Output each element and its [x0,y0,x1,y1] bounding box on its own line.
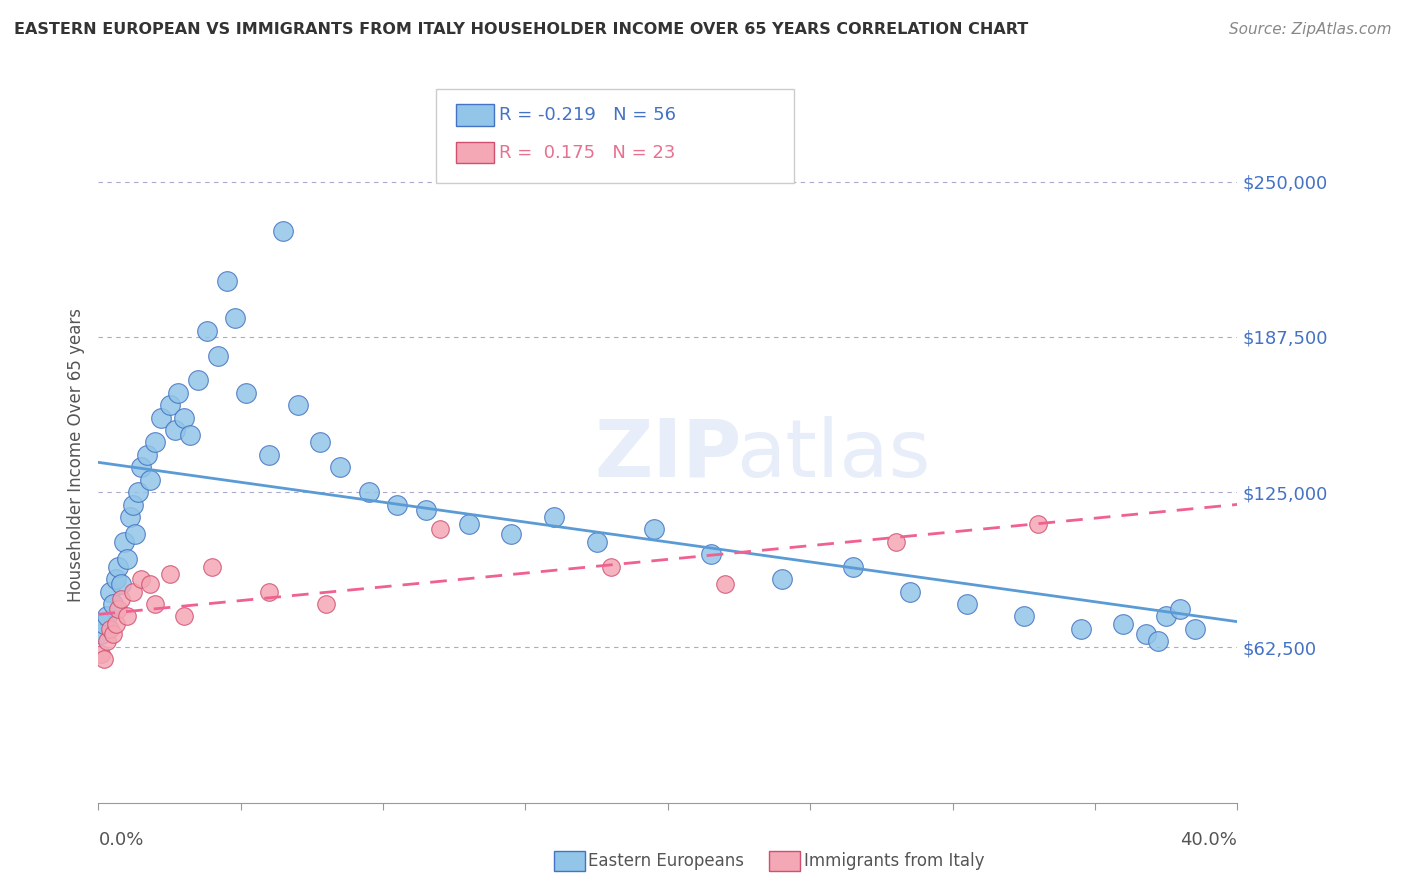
Point [273,224,295,238]
Point [138,473,160,487]
Point [898,584,921,599]
Point [110,577,132,591]
Point [1184,622,1206,636]
Point [387,498,409,512]
Point [129,572,152,586]
Point [115,552,138,566]
Point [201,559,224,574]
Point [884,534,907,549]
Point [135,448,157,462]
Point [173,609,195,624]
Point [714,577,737,591]
Point [315,597,337,611]
Point [159,567,181,582]
Point [93,616,115,631]
Point [150,410,173,425]
Y-axis label: Householder Income Over 65 years: Householder Income Over 65 years [66,308,84,602]
Point [115,609,138,624]
Point [93,651,115,665]
Point [309,435,332,450]
Point [98,622,121,636]
Point [112,534,135,549]
Point [1146,634,1168,648]
Point [329,460,352,475]
Point [207,349,229,363]
Text: EASTERN EUROPEAN VS IMMIGRANTS FROM ITALY HOUSEHOLDER INCOME OVER 65 YEARS CORRE: EASTERN EUROPEAN VS IMMIGRANTS FROM ITAL… [14,22,1028,37]
Point [107,559,129,574]
Text: R = -0.219   N = 56: R = -0.219 N = 56 [499,106,676,124]
Point [138,577,160,591]
Point [127,485,149,500]
Point [1112,616,1135,631]
Point [1012,609,1035,624]
Point [543,510,565,524]
Point [90,647,112,661]
Point [124,527,146,541]
Point [101,627,124,641]
Text: 40.0%: 40.0% [1181,830,1237,848]
Text: 0.0%: 0.0% [98,830,143,848]
Point [173,410,195,425]
Point [159,398,181,412]
Point [1170,602,1192,616]
Point [1070,622,1092,636]
Text: Eastern Europeans: Eastern Europeans [588,852,744,870]
Point [235,385,257,400]
Text: Immigrants from Italy: Immigrants from Italy [804,852,984,870]
Point [104,616,127,631]
Point [287,398,309,412]
Point [167,385,190,400]
Point [90,627,112,641]
Point [643,523,665,537]
Point [585,534,607,549]
Point [195,324,218,338]
Point [104,572,127,586]
Text: Source: ZipAtlas.com: Source: ZipAtlas.com [1229,22,1392,37]
Point [215,274,238,288]
Point [956,597,979,611]
Point [165,423,187,437]
Point [121,584,143,599]
Point [98,584,121,599]
Point [501,527,523,541]
Point [1135,627,1157,641]
Point [457,517,479,532]
Point [699,547,721,561]
Point [1026,517,1049,532]
Text: R =  0.175   N = 23: R = 0.175 N = 23 [499,144,675,161]
Point [96,634,118,648]
Point [179,428,201,442]
Point [1154,609,1177,624]
Point [600,559,623,574]
Point [415,502,437,516]
Text: atlas: atlas [735,416,931,494]
Point [107,602,129,616]
Point [357,485,380,500]
Point [842,559,865,574]
Point [224,311,246,326]
Point [110,592,132,607]
Point [118,510,141,524]
Point [429,523,451,537]
Point [101,597,124,611]
Point [145,435,167,450]
Point [129,460,152,475]
Point [145,597,167,611]
Point [259,584,281,599]
Point [96,609,118,624]
Point [121,498,143,512]
Point [187,373,209,387]
Point [259,448,281,462]
Text: ZIP: ZIP [595,416,741,494]
Point [770,572,793,586]
